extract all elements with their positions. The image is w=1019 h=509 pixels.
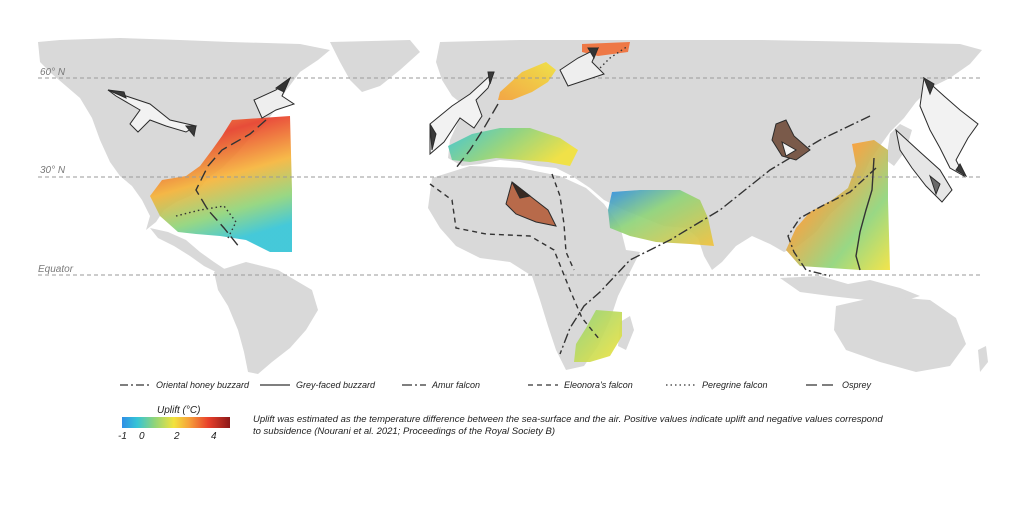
osprey-europe-bird-icon [429, 71, 495, 156]
uplift-tick-0: 0 [139, 431, 145, 442]
grey-faced-buzzard-bird-icon [895, 128, 953, 203]
uplift-tick-2: 2 [174, 431, 180, 442]
uplift-tick-4: 4 [211, 431, 217, 442]
osprey-americas-bird-icon [107, 89, 198, 138]
legend-item-peregrine-falcon: Peregrine falcon [666, 380, 768, 390]
uplift-atlantic [150, 116, 292, 252]
uplift-colorbar [122, 417, 230, 428]
equator-label: Equator [38, 264, 74, 275]
legend-label: Eleonora's falcon [564, 380, 633, 390]
land-australia [834, 296, 966, 372]
legend-label: Osprey [842, 380, 872, 390]
legend-label: Oriental honey buzzard [156, 380, 250, 390]
legend-item-grey-faced-buzzard: Grey-faced buzzard [260, 380, 375, 390]
uplift-south-china-sea [786, 140, 890, 270]
amur-falcon-bird-icon [771, 119, 811, 161]
land-central-america [150, 228, 226, 274]
bird-illustrations [107, 46, 979, 227]
legend-item-oriental-honey-buzzard: Oriental honey buzzard [120, 380, 249, 390]
route-grey-faced-buzzard [855, 157, 875, 271]
line-sample-icon [120, 384, 150, 386]
legend-label: Grey-faced buzzard [296, 380, 376, 390]
line-sample-icon [666, 384, 696, 386]
route-eleonora-falcon [429, 183, 601, 341]
oriental-honey-buzzard-bird-icon [919, 76, 979, 178]
route-osprey-europe [455, 103, 499, 169]
legend-item-osprey: Osprey [806, 380, 871, 390]
migration-routes [175, 45, 877, 355]
uplift-tick-minus1: -1 [118, 431, 127, 442]
legend-label: Amur falcon [432, 380, 481, 390]
land-north-america [38, 38, 330, 230]
uplift-patches [150, 42, 890, 362]
land-masses [38, 38, 988, 374]
uplift-mediterranean [448, 128, 578, 166]
uplift-legend-title: Uplift (°C) [157, 405, 201, 416]
land-indonesia [780, 276, 920, 302]
uplift-baltic-north [498, 62, 556, 100]
land-africa [428, 166, 640, 370]
land-new-zealand [978, 346, 988, 372]
peregrine-europe-bird-icon [559, 46, 605, 87]
land-eurasia [436, 40, 982, 270]
line-sample-icon [402, 384, 426, 386]
land-greenland [330, 40, 420, 92]
lat-30-label: 30° N [40, 165, 66, 176]
legend-item-amur-falcon: Amur falcon [402, 380, 480, 390]
peregrine-americas-bird-icon [253, 76, 296, 119]
legend-label: Peregrine falcon [702, 380, 768, 390]
eleonora-falcon-bird-icon [505, 181, 557, 227]
legend-item-eleonoras-falcon: Eleonora's falcon [528, 380, 633, 390]
line-sample-icon [806, 384, 836, 386]
route-amur-falcon [559, 115, 871, 355]
lat-60-label: 60° N [40, 67, 66, 78]
line-sample-icon [260, 384, 290, 386]
line-sample-icon [528, 384, 558, 386]
route-legend: Oriental honey buzzard Grey-faced buzzar… [120, 380, 1000, 398]
route-oriental-honey-buzzard [787, 167, 877, 277]
route-osprey-americas [195, 119, 267, 249]
land-south-america [214, 262, 318, 374]
uplift-note: Uplift was estimated as the temperature … [253, 414, 883, 437]
uplift-mozambique [574, 310, 622, 362]
uplift-arabian-sea [608, 190, 714, 246]
